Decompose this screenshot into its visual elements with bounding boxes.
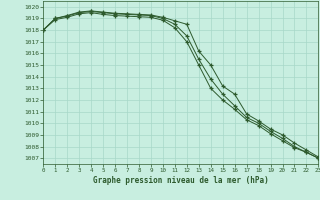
X-axis label: Graphe pression niveau de la mer (hPa): Graphe pression niveau de la mer (hPa) xyxy=(93,176,269,185)
